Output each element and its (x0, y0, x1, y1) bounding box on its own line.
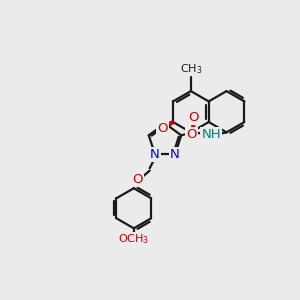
Text: CH$_3$: CH$_3$ (180, 62, 203, 76)
Text: O: O (186, 128, 197, 141)
Text: O: O (157, 122, 167, 135)
Text: OCH$_3$: OCH$_3$ (118, 232, 149, 246)
Text: O: O (132, 173, 142, 186)
Text: N: N (150, 148, 160, 161)
Text: NH: NH (201, 128, 221, 141)
Text: N: N (170, 148, 180, 161)
Text: O: O (188, 110, 199, 124)
